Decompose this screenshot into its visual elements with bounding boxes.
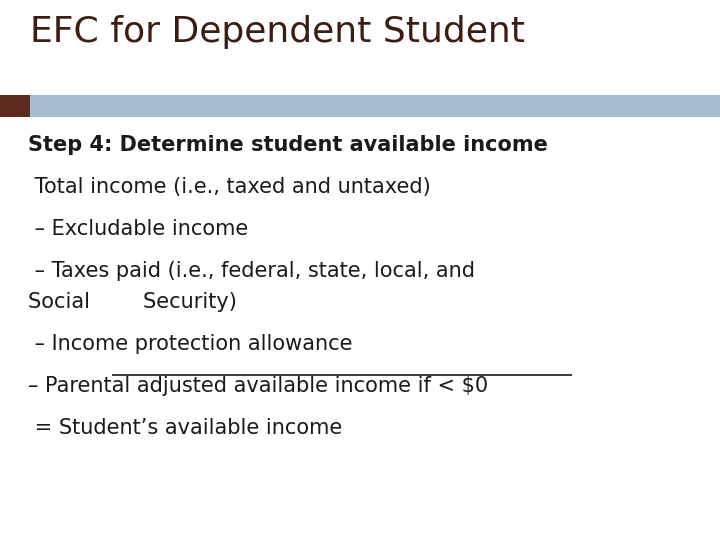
Text: = Student’s available income: = Student’s available income: [28, 418, 342, 438]
Text: – Taxes paid (i.e., federal, state, local, and: – Taxes paid (i.e., federal, state, loca…: [28, 261, 475, 281]
Text: Total income (i.e., taxed and untaxed): Total income (i.e., taxed and untaxed): [28, 177, 431, 197]
Text: Step 4: Determine student available income: Step 4: Determine student available inco…: [28, 135, 548, 155]
Bar: [0, 95, 30, 117]
Text: – Parental adjusted available income if < $0: – Parental adjusted available income if …: [28, 376, 488, 396]
Text: Social        Security): Social Security): [28, 292, 237, 312]
Text: EFC for Dependent Student: EFC for Dependent Student: [30, 15, 525, 49]
Text: – Income protection allowance: – Income protection allowance: [28, 334, 353, 354]
Bar: [30, 95, 720, 117]
Text: – Excludable income: – Excludable income: [28, 219, 248, 239]
